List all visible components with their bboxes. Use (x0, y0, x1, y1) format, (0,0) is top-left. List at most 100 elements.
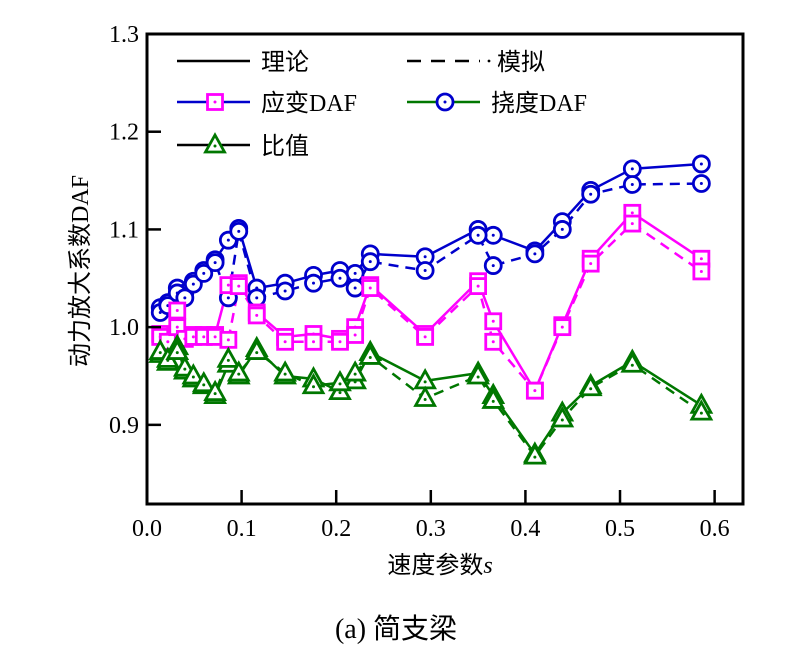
x-tick-label: 0.0 (132, 516, 162, 542)
data-point-strain-simulation-dot (476, 284, 480, 288)
data-point-deflection-simulation-dot (560, 227, 564, 231)
data-point-deflection-simulation-dot (183, 296, 187, 300)
x-tick-label: 0.5 (605, 516, 635, 542)
data-point-deflection-theory-dot (226, 238, 230, 242)
x-axis-ticks: 0.0 0.1 0.2 0.3 0.4 0.5 0.6 (132, 490, 730, 542)
legend-line-dot (487, 59, 491, 63)
x-axis-title: 速度参数s (387, 552, 492, 579)
data-point-ratio-simulation (413, 385, 438, 407)
data-point-ratio-simulation (358, 343, 383, 365)
data-point-strain-theory-dot (175, 309, 179, 313)
data-point-ratio-simulation (216, 346, 241, 368)
plot-frame (145, 32, 745, 506)
y-axis-title: 动力放大系数DAF (67, 175, 94, 367)
data-point-ratio-simulation-dot (202, 383, 206, 387)
data-point-ratio-simulation-dot (338, 382, 342, 386)
data-point-ratio-simulation-dot (630, 363, 634, 367)
data-point-deflection-simulation-dot (191, 282, 195, 286)
figure-caption: (a) 简支梁 (335, 613, 457, 645)
data-point-deflection-theory-dot (423, 255, 427, 259)
data-point-ratio-simulation (181, 363, 206, 385)
data-point-ratio-simulation-dot (283, 372, 287, 376)
data-point-deflection-theory-dot (491, 233, 495, 237)
data-point-deflection-simulation-dot (491, 264, 495, 268)
data-point-ratio-simulation (466, 363, 490, 385)
data-point-strain-theory-dot (226, 283, 230, 287)
plot-area (148, 154, 714, 465)
data-point-strain-simulation-dot (283, 340, 287, 344)
data-point-deflection-simulation-dot (368, 260, 372, 264)
data-point-deflection-simulation-dot (476, 233, 480, 237)
data-point-ratio-simulation-dot (312, 385, 316, 389)
data-point-strain-theory-dot (630, 211, 634, 215)
legend-label: 应变DAF (261, 90, 357, 117)
data-point-ratio-simulation (301, 372, 326, 395)
data-point-deflection-simulation-dot (699, 182, 703, 186)
data-point-ratio-simulation (191, 370, 216, 393)
legend-label: 理论 (261, 49, 309, 76)
data-point-ratio-simulation (689, 399, 714, 421)
data-point-ratio-simulation-dot (533, 455, 537, 459)
data-point-strain-simulation-dot (630, 222, 634, 226)
data-point-ratio-simulation (343, 360, 368, 382)
data-point-deflection-theory-dot (353, 271, 357, 275)
data-point-ratio-simulation (620, 351, 645, 373)
data-point-deflection-theory-dot (699, 162, 703, 166)
data-point-strain-simulation-dot (226, 338, 230, 342)
y-tick-label: 1.0 (109, 315, 139, 341)
data-point-strain-simulation-dot (589, 262, 593, 266)
x-tick-label: 0.6 (700, 516, 730, 542)
legend-item: 比值 (177, 132, 309, 160)
data-point-deflection-simulation-dot (338, 276, 342, 280)
data-point-strain-simulation-dot (533, 389, 537, 393)
series-markers-strain-simulation (151, 214, 711, 400)
data-point-ratio-simulation-dot (175, 351, 179, 355)
legend-label: 模拟 (497, 49, 545, 76)
data-point-strain-simulation-dot (202, 335, 206, 339)
x-axis-title-text: 速度参数 (387, 552, 483, 579)
data-point-ratio-simulation (522, 443, 547, 465)
data-point-ratio-simulation-dot (237, 372, 241, 376)
y-tick-label: 1.1 (109, 217, 139, 243)
data-point-ratio-simulation-dot (699, 411, 703, 415)
legend-marker-circle-dot (443, 100, 447, 104)
data-point-ratio-simulation-dot (589, 387, 593, 391)
data-point-deflection-simulation-dot (533, 252, 537, 256)
data-point-ratio-simulation-dot (368, 355, 372, 359)
data-point-deflection-simulation-dot (630, 182, 634, 186)
data-point-strain-simulation-dot (166, 340, 170, 344)
data-point-deflection-simulation-dot (226, 296, 230, 300)
legend-item: 理论 (177, 49, 309, 76)
legend-label: 挠度DAF (491, 90, 587, 117)
data-point-strain-simulation-dot (699, 269, 703, 273)
data-point-strain-theory-dot (491, 319, 495, 323)
data-point-strain-theory-dot (699, 257, 703, 261)
data-point-deflection-simulation-dot (312, 281, 316, 285)
legend-marker-square-dot (213, 100, 217, 104)
data-point-ratio-simulation-dot (476, 375, 480, 379)
data-point-deflection-theory-dot (630, 167, 634, 171)
x-tick-label: 0.3 (416, 516, 446, 542)
data-point-deflection-simulation-dot (255, 296, 259, 300)
data-point-strain-simulation-dot (368, 286, 372, 290)
data-point-strain-simulation-dot (255, 313, 259, 317)
data-point-ratio-simulation-dot (560, 418, 564, 422)
data-point-ratio-simulation-dot (158, 351, 162, 355)
data-point-strain-simulation-dot (191, 335, 195, 339)
legend-item: 模拟 (407, 49, 545, 76)
y-axis-ticks: 0.9 1.0 1.1 1.2 1.3 (109, 22, 161, 439)
x-tick-label: 0.2 (321, 516, 351, 542)
data-point-deflection-simulation-dot (283, 289, 287, 293)
data-point-ratio-simulation (550, 406, 575, 428)
data-point-ratio-simulation-dot (183, 367, 187, 371)
data-point-ratio-simulation (273, 360, 298, 382)
y-tick-label: 0.9 (109, 413, 139, 439)
data-point-strain-simulation-dot (560, 325, 564, 329)
data-point-strain-simulation-dot (213, 335, 217, 339)
data-point-ratio-theory-dot (338, 391, 342, 395)
data-point-strain-simulation-dot (175, 325, 179, 329)
data-point-ratio-simulation-dot (491, 399, 495, 403)
data-point-strain-simulation-dot (237, 284, 241, 288)
